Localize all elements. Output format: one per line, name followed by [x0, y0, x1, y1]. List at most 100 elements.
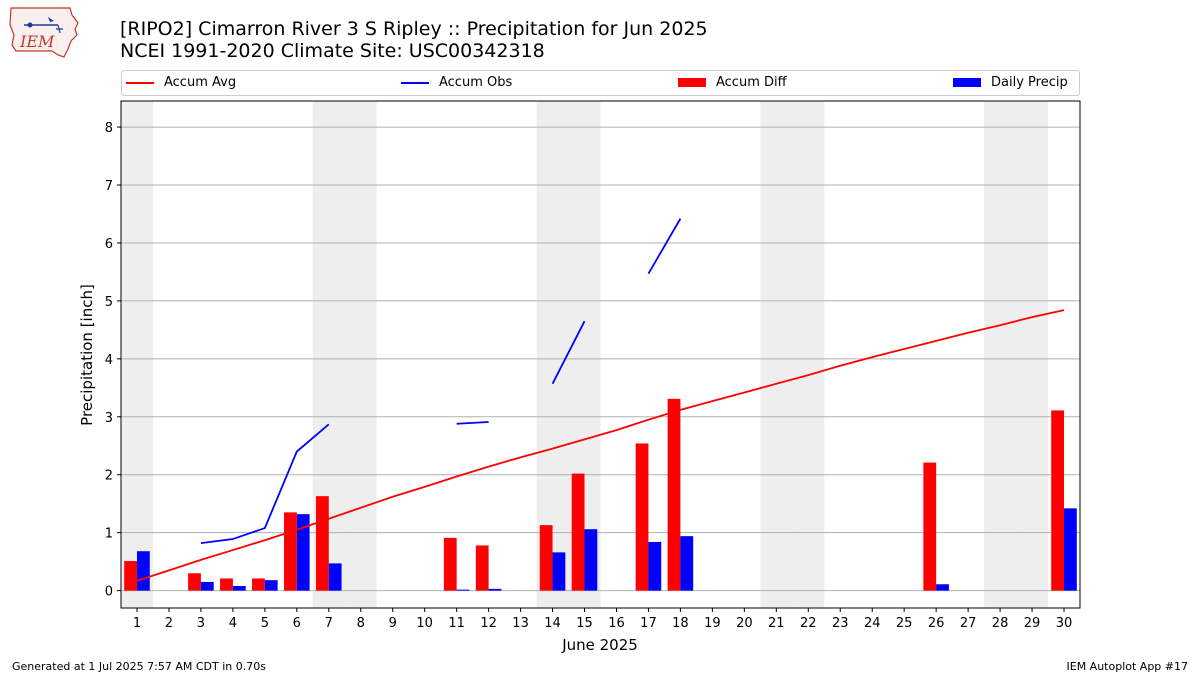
x-tick-label: 29 [1024, 616, 1041, 631]
legend-item-accum-diff: Accum Diff [678, 74, 787, 92]
x-tick-label: 24 [864, 616, 881, 631]
legend-label: Accum Obs [439, 75, 513, 90]
title-line-1: [RIPO2] Cimarron River 3 S Ripley :: Pre… [120, 18, 708, 40]
line-accum-obs [647, 218, 682, 275]
weekend-band [984, 101, 1017, 608]
y-tick-label: 8 [105, 121, 113, 136]
chart-title: [RIPO2] Cimarron River 3 S Ripley :: Pre… [120, 18, 708, 62]
line-accum-obs [551, 320, 586, 385]
x-tick-label: 3 [197, 616, 205, 631]
x-tick-label: 5 [261, 616, 269, 631]
x-axis-label: June 2025 [562, 636, 638, 654]
bar-accum-diff [252, 578, 265, 591]
x-tick-label: 7 [325, 616, 333, 631]
legend-swatch-accum-diff [678, 78, 706, 87]
x-tick-label: 21 [768, 616, 785, 631]
legend-item-accum-obs: Accum Obs [401, 74, 512, 92]
legend-swatch-accum-obs [401, 81, 429, 84]
x-tick-label: 25 [896, 616, 913, 631]
iowa-state-logo-icon: IEM [9, 7, 79, 58]
y-tick-label: 2 [105, 469, 113, 484]
line-accum-obs [200, 423, 330, 544]
bar-daily-precip [680, 536, 694, 591]
bar-accum-diff [923, 462, 937, 591]
bar-accum-diff [635, 443, 649, 591]
weekend-band [792, 101, 825, 608]
bar-daily-precip [264, 580, 278, 591]
bar-accum-diff [315, 496, 329, 591]
y-tick-label: 1 [105, 527, 113, 542]
x-tick-label: 22 [800, 616, 817, 631]
bar-daily-precip [584, 529, 598, 591]
title-line-2: NCEI 1991-2020 Climate Site: USC00342318 [120, 40, 545, 62]
x-tick-label: 26 [928, 616, 945, 631]
x-tick-label: 28 [992, 616, 1009, 631]
y-tick-label: 6 [105, 237, 113, 252]
bar-daily-precip [232, 585, 246, 591]
logo-text: IEM [19, 32, 55, 51]
bar-accum-diff [188, 573, 201, 591]
generated-timestamp: Generated at 1 Jul 2025 7:57 AM CDT in 0… [12, 660, 266, 673]
bar-daily-precip [136, 551, 150, 591]
bar-daily-precip [488, 588, 502, 591]
bar-accum-diff [667, 398, 681, 591]
chart-legend: Accum Avg Accum Obs Accum Diff Daily Pre… [121, 70, 1080, 96]
x-tick-label: 17 [640, 616, 657, 631]
legend-item-accum-avg: Accum Avg [126, 74, 236, 92]
legend-label: Daily Precip [991, 75, 1068, 90]
legend-item-daily-precip: Daily Precip [953, 74, 1068, 92]
bar-daily-precip [552, 552, 566, 591]
app-label: IEM Autoplot App #17 [1066, 660, 1189, 673]
x-tick-label: 10 [416, 616, 433, 631]
y-tick-label: 4 [105, 353, 113, 368]
bar-accum-diff [284, 512, 297, 591]
bar-daily-precip [200, 581, 214, 591]
y-axis-ticks: 0 1 2 3 4 5 6 7 8 [105, 121, 121, 600]
y-tick-label: 7 [105, 179, 113, 194]
x-tick-label: 6 [293, 616, 301, 631]
weekend-band [760, 101, 793, 608]
bar-accum-diff [571, 473, 585, 591]
iem-logo: IEM [8, 5, 80, 59]
bar-daily-precip [1064, 508, 1077, 591]
legend-swatch-accum-avg [126, 81, 154, 84]
x-tick-label: 1 [133, 616, 141, 631]
x-tick-label: 4 [229, 616, 237, 631]
y-tick-label: 5 [105, 295, 113, 310]
y-axis-label: Precipitation [inch] [78, 284, 96, 426]
bar-accum-diff [475, 545, 489, 591]
x-tick-label: 16 [608, 616, 625, 631]
y-tick-label: 3 [105, 411, 113, 426]
bar-accum-diff [1051, 410, 1065, 591]
bar-daily-precip [456, 589, 470, 591]
legend-swatch-daily-precip [953, 78, 981, 87]
x-tick-label: 11 [448, 616, 465, 631]
bar-accum-diff [124, 561, 137, 591]
weekend-band [344, 101, 377, 608]
x-tick-label: 23 [832, 616, 849, 631]
x-tick-label: 19 [704, 616, 721, 631]
bar-daily-precip [648, 541, 662, 591]
bar-daily-precip [328, 563, 342, 591]
x-tick-label: 9 [389, 616, 397, 631]
x-axis-ticks: 1 2 3 4 5 6 7 8 9 10 11 12 13 14 15 16 17 18 19 20 21 22 23 24 2… [133, 608, 1072, 631]
x-tick-label: 2 [165, 616, 173, 631]
x-tick-label: 27 [960, 616, 977, 631]
x-tick-label: 30 [1056, 616, 1073, 631]
bar-accum-diff [220, 578, 233, 591]
bar-accum-diff [539, 525, 553, 591]
bars [124, 398, 1077, 591]
y-tick-label: 0 [105, 585, 113, 600]
plot-frame [120, 100, 1081, 609]
weekend-band [1016, 101, 1049, 608]
x-tick-label: 13 [512, 616, 529, 631]
x-tick-label: 15 [576, 616, 593, 631]
line-accum-obs [456, 421, 489, 425]
bar-accum-diff [443, 537, 457, 591]
x-tick-label: 18 [672, 616, 689, 631]
bar-daily-precip [296, 514, 310, 591]
x-tick-label: 20 [736, 616, 753, 631]
gridlines [121, 126, 1080, 592]
legend-label: Accum Diff [716, 75, 787, 90]
